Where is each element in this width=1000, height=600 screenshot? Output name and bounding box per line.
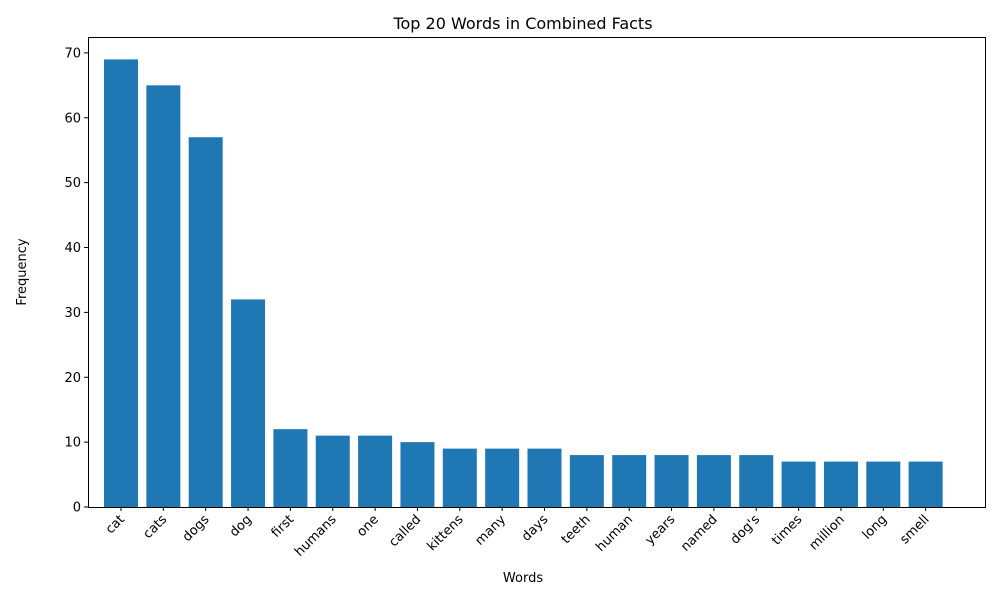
bar-named (696, 455, 731, 507)
y-axis-label: Frequency (15, 238, 30, 305)
bar-dogs (188, 137, 223, 508)
bar-called (400, 442, 435, 507)
y-tick-label: 30 (64, 306, 81, 321)
y-tick-label: 50 (64, 176, 81, 191)
y-tick-label: 70 (64, 46, 81, 61)
bars-group (104, 59, 943, 508)
plot-frame (88, 37, 986, 508)
bar-teeth (569, 455, 604, 507)
bar-kittens (442, 448, 477, 507)
bar-first (273, 429, 308, 507)
bar-dog (231, 299, 266, 507)
bar-dog-s (739, 455, 774, 507)
y-tick-label: 10 (64, 436, 81, 451)
y-axis: 0 10 20 30 40 50 60 70 (64, 46, 88, 516)
bar-long (866, 461, 901, 507)
bar-times (781, 461, 816, 507)
bar-cat (104, 59, 138, 507)
y-tick-label: 20 (64, 371, 81, 386)
bar-many (485, 448, 520, 507)
bar-one (358, 435, 393, 507)
bar-million (823, 461, 858, 507)
bar-human (612, 455, 647, 507)
x-axis-label: Words (503, 571, 543, 586)
bar-smell (908, 461, 943, 507)
y-tick-label: 40 (64, 241, 81, 256)
bar-years (654, 455, 689, 507)
bar-humans (315, 435, 350, 507)
y-tick-label: 60 (64, 111, 81, 126)
bar-days (527, 448, 562, 507)
bar-cats (146, 85, 181, 507)
y-tick-label: 0 (73, 501, 81, 516)
chart-title: Top 20 Words in Combined Facts (392, 14, 652, 33)
